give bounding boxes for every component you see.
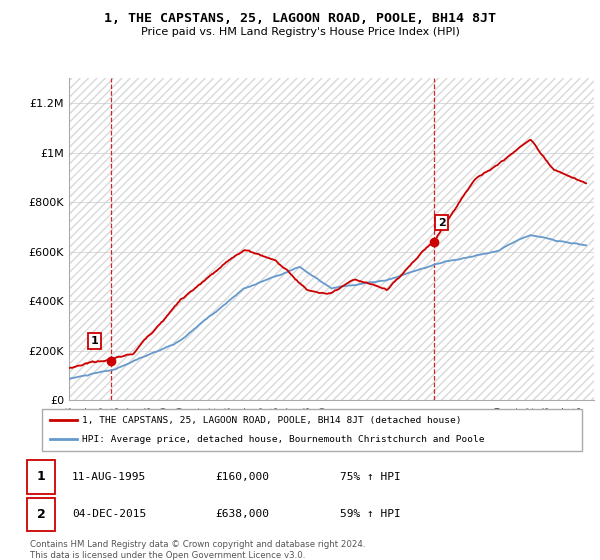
Text: 59% ↑ HPI: 59% ↑ HPI bbox=[340, 509, 401, 519]
Text: Price paid vs. HM Land Registry's House Price Index (HPI): Price paid vs. HM Land Registry's House … bbox=[140, 27, 460, 37]
Bar bbox=[27, 460, 55, 494]
Text: 11-AUG-1995: 11-AUG-1995 bbox=[72, 472, 146, 482]
Text: 1: 1 bbox=[91, 336, 98, 346]
Text: 1, THE CAPSTANS, 25, LAGOON ROAD, POOLE, BH14 8JT: 1, THE CAPSTANS, 25, LAGOON ROAD, POOLE,… bbox=[104, 12, 496, 25]
Text: £638,000: £638,000 bbox=[216, 509, 270, 519]
Text: HPI: Average price, detached house, Bournemouth Christchurch and Poole: HPI: Average price, detached house, Bour… bbox=[83, 435, 485, 444]
Text: 75% ↑ HPI: 75% ↑ HPI bbox=[340, 472, 401, 482]
Text: 2: 2 bbox=[37, 507, 45, 521]
Text: Contains HM Land Registry data © Crown copyright and database right 2024.
This d: Contains HM Land Registry data © Crown c… bbox=[30, 540, 365, 560]
Text: 1, THE CAPSTANS, 25, LAGOON ROAD, POOLE, BH14 8JT (detached house): 1, THE CAPSTANS, 25, LAGOON ROAD, POOLE,… bbox=[83, 416, 462, 424]
Text: 1: 1 bbox=[37, 470, 45, 483]
Text: 2: 2 bbox=[438, 217, 445, 227]
Text: £160,000: £160,000 bbox=[216, 472, 270, 482]
Bar bbox=[27, 498, 55, 531]
Text: 04-DEC-2015: 04-DEC-2015 bbox=[72, 509, 146, 519]
